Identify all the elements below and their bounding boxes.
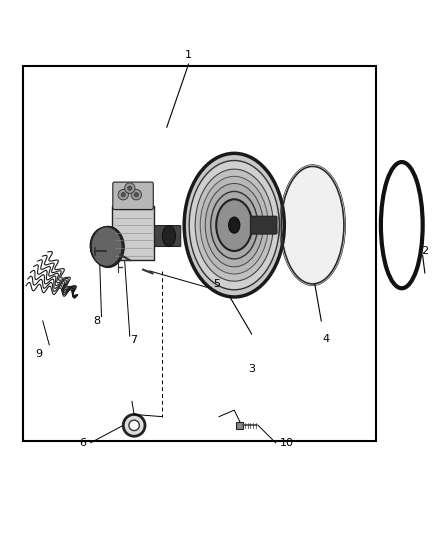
Ellipse shape — [216, 199, 252, 251]
Ellipse shape — [92, 226, 124, 268]
Ellipse shape — [200, 176, 268, 274]
Circle shape — [121, 192, 125, 197]
Ellipse shape — [90, 228, 117, 264]
Circle shape — [118, 189, 128, 200]
Ellipse shape — [195, 169, 273, 281]
FancyBboxPatch shape — [251, 216, 277, 234]
Ellipse shape — [281, 166, 344, 284]
Text: 4: 4 — [322, 334, 329, 344]
Circle shape — [124, 183, 135, 193]
Ellipse shape — [211, 191, 258, 259]
Text: 2: 2 — [421, 246, 428, 256]
Text: 7: 7 — [131, 335, 138, 345]
Ellipse shape — [205, 183, 263, 267]
Ellipse shape — [91, 227, 121, 266]
Text: 6: 6 — [79, 438, 86, 448]
Ellipse shape — [90, 228, 119, 264]
Bar — [23, 66, 376, 441]
Ellipse shape — [91, 227, 122, 266]
Ellipse shape — [189, 160, 279, 290]
Text: 10: 10 — [280, 438, 294, 448]
Circle shape — [131, 189, 141, 200]
Text: 1: 1 — [185, 50, 192, 60]
Text: 8: 8 — [94, 316, 101, 326]
Text: 5: 5 — [213, 279, 220, 289]
Text: 9: 9 — [35, 349, 42, 359]
Text: 3: 3 — [248, 365, 255, 374]
FancyBboxPatch shape — [113, 182, 153, 209]
Ellipse shape — [184, 154, 284, 297]
Ellipse shape — [92, 227, 123, 267]
Ellipse shape — [91, 227, 120, 265]
Ellipse shape — [123, 415, 145, 436]
Circle shape — [127, 186, 132, 190]
Circle shape — [134, 192, 138, 197]
Ellipse shape — [229, 217, 240, 233]
Bar — [237, 422, 244, 429]
Bar — [113, 206, 154, 260]
Ellipse shape — [129, 420, 139, 431]
Ellipse shape — [162, 225, 176, 246]
FancyBboxPatch shape — [153, 225, 181, 246]
